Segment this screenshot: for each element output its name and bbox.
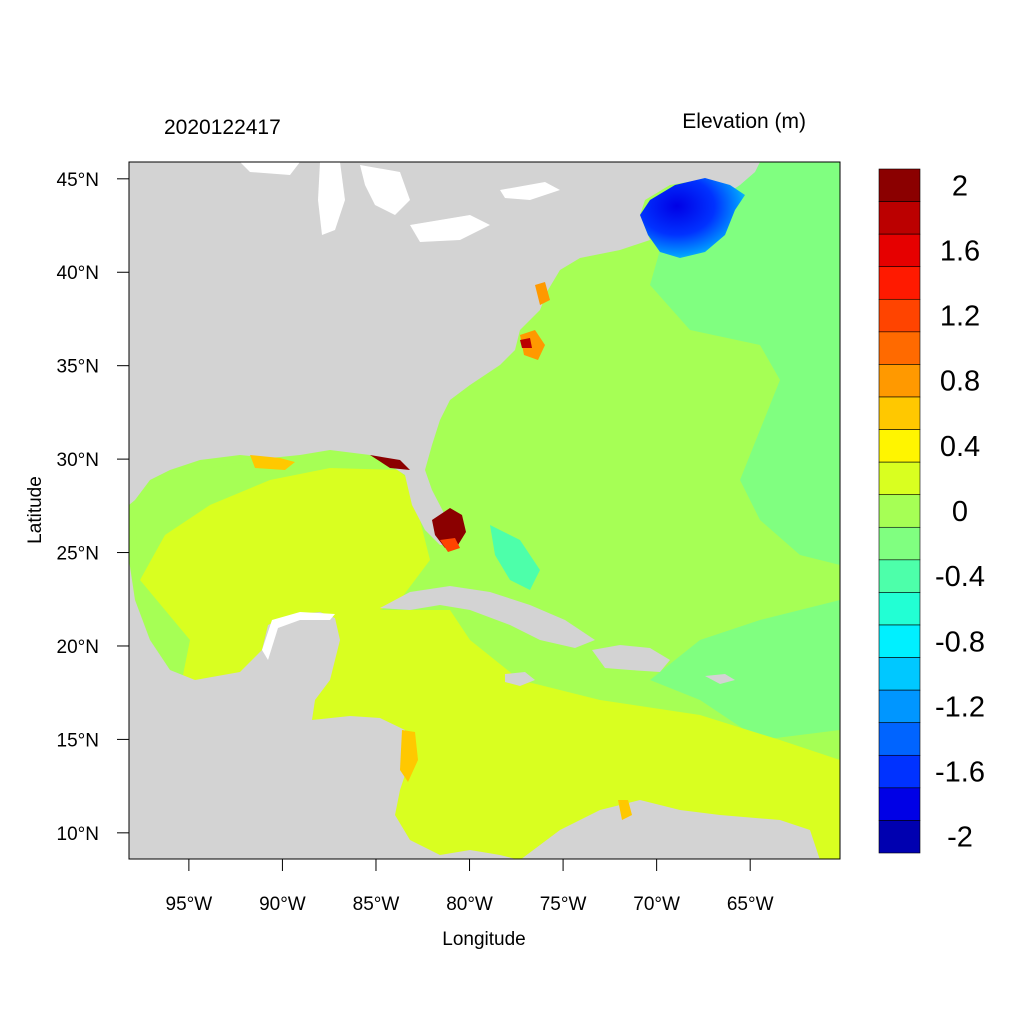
land-puerto-rico	[705, 674, 735, 684]
colorbar-label: 0	[952, 496, 968, 528]
variable-title: Elevation (m)	[682, 110, 806, 133]
lon-tick-label: 90°W	[259, 894, 306, 915]
colorbar-swatch	[878, 298, 921, 333]
colorbar-swatch	[878, 722, 921, 756]
bahamas-banks	[490, 525, 540, 590]
land-hispaniola	[592, 645, 670, 672]
florida-surge-edge	[440, 538, 460, 552]
colorbar-label: -1.6	[935, 757, 985, 789]
longitude-ticks: 95°W 90°W 85°W 80°W 75°W 70°W 65°W	[166, 859, 774, 915]
nicaragua-coast-surge	[400, 730, 418, 782]
chesapeake-coast-surge	[535, 282, 550, 305]
colorbar-label: -1.2	[935, 691, 985, 723]
colorbar-swatch	[878, 592, 921, 626]
colorbar-label: 1.6	[940, 235, 980, 267]
colorbar-swatch	[878, 689, 921, 724]
lat-tick-label: 20°N	[57, 637, 99, 658]
lon-tick-label: 70°W	[633, 894, 680, 915]
gulf-of-maine-surge	[640, 178, 745, 258]
colorbar-label: -2	[947, 822, 973, 854]
colorbar-swatch	[878, 526, 921, 561]
lon-tick-label: 95°W	[166, 894, 213, 915]
lat-tick-label: 15°N	[57, 730, 99, 751]
mexico-coast-strip	[262, 612, 335, 660]
big-bend-coast-surge	[370, 455, 410, 470]
colorbar-swatch	[878, 559, 921, 593]
map-panel	[129, 162, 840, 859]
colorbar-swatch	[878, 364, 921, 398]
colorbar-label: 0.8	[940, 366, 980, 398]
land-mexico-central-america	[129, 560, 516, 859]
florida-surge	[432, 508, 466, 548]
louisiana-coast-surge	[250, 455, 295, 470]
colorbar-swatch	[878, 201, 921, 235]
colorbar-label: 0.4	[940, 431, 980, 463]
venezuela-coast-surge	[618, 800, 632, 820]
colorbar-swatch	[878, 657, 921, 691]
colorbar-swatch	[878, 461, 921, 496]
timestamp-label: 2020122417	[164, 116, 281, 139]
land-jamaica	[505, 672, 535, 686]
colorbar-swatch	[878, 396, 921, 430]
lat-tick-label: 25°N	[57, 544, 99, 565]
lat-tick-label: 40°N	[57, 263, 99, 284]
atlantic-negative-region	[650, 162, 840, 740]
x-axis-label: Longitude	[442, 929, 525, 950]
colorbar-swatch	[878, 168, 921, 202]
colorbar-swatch	[878, 266, 921, 300]
colorbar-label: 1.2	[940, 301, 980, 333]
land-north-america	[129, 162, 760, 545]
colorbar-labels: 2 1.6 1.2 0.8 0.4 0 -0.4 -0.8 -1.2 -1.6 -2	[935, 170, 985, 853]
colorbar-swatch	[878, 233, 921, 268]
colorbar-swatch	[878, 331, 921, 365]
lat-tick-label: 35°N	[57, 357, 99, 378]
colorbar-swatch	[878, 429, 921, 463]
lon-tick-label: 75°W	[540, 894, 587, 915]
lat-tick-label: 30°N	[57, 450, 99, 471]
land-cuba	[380, 586, 595, 648]
colorbar-label: -0.8	[935, 626, 985, 658]
land-south-america	[521, 800, 820, 859]
latitude-ticks: 45°N 40°N 35°N 30°N 25°N 20°N 15°N 10°N	[57, 170, 129, 845]
carolina-coast-surge	[520, 330, 545, 360]
gulf-coastal-band	[135, 450, 400, 580]
colorbar-swatch	[878, 787, 921, 821]
colorbar-swatch	[878, 754, 921, 789]
lat-tick-label: 45°N	[57, 170, 99, 191]
colorbar-swatch	[878, 820, 921, 854]
y-axis-label: Latitude	[25, 476, 46, 544]
lon-tick-label: 65°W	[727, 894, 774, 915]
carolina-coast-surge-dark	[520, 338, 532, 348]
lat-tick-label: 10°N	[57, 824, 99, 845]
lon-tick-label: 80°W	[446, 894, 493, 915]
great-lakes	[240, 162, 560, 242]
colorbar	[878, 168, 921, 854]
colorbar-swatch	[878, 494, 921, 528]
lon-tick-label: 85°W	[353, 894, 400, 915]
colorbar-swatch	[878, 624, 921, 658]
colorbar-label: -0.4	[935, 561, 985, 593]
map-frame	[128, 161, 841, 860]
colorbar-label: 2	[952, 170, 968, 202]
